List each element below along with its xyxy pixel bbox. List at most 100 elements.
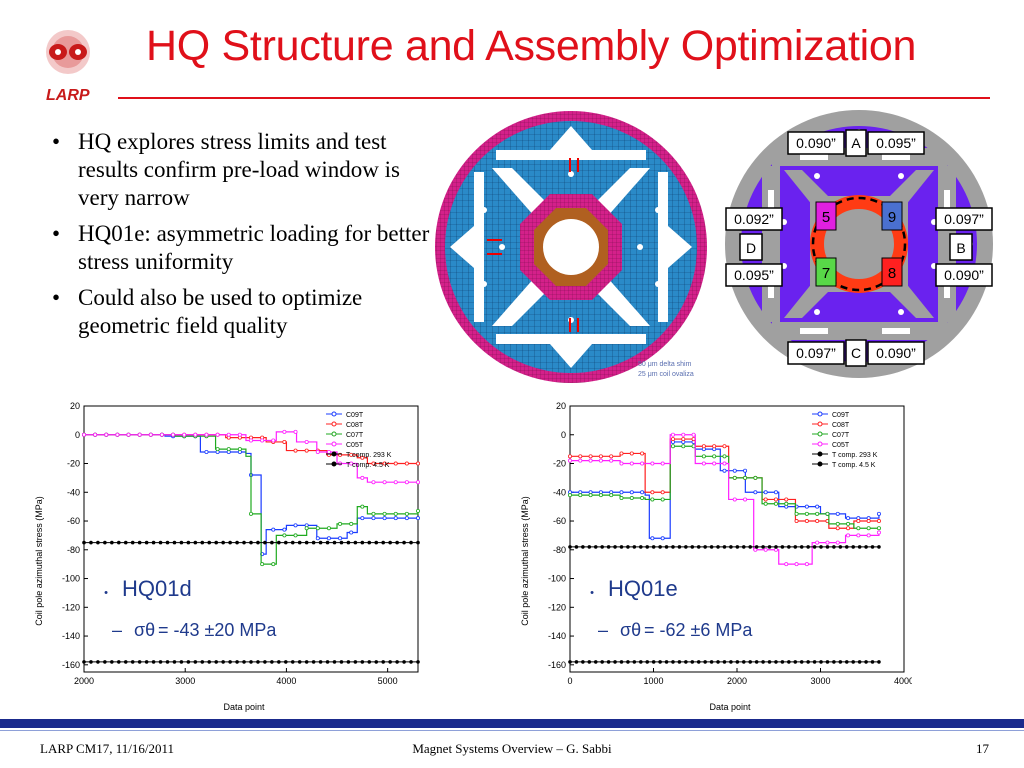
annotation-title: HQ01d xyxy=(122,576,192,601)
series-marker xyxy=(416,540,420,545)
legend-marker xyxy=(331,441,337,447)
series-marker xyxy=(690,545,695,549)
series-marker xyxy=(664,545,669,549)
series-marker xyxy=(578,454,583,459)
series-marker xyxy=(864,660,868,664)
series-marker xyxy=(271,438,276,443)
series-marker xyxy=(96,660,100,664)
series-marker xyxy=(193,432,198,437)
series-marker xyxy=(326,526,331,531)
series-marker xyxy=(89,660,93,664)
y-tick-label: 20 xyxy=(556,401,566,411)
series-marker xyxy=(402,540,406,545)
legend-marker xyxy=(331,421,337,427)
series-marker xyxy=(415,508,420,513)
series-marker xyxy=(741,545,746,549)
series-marker xyxy=(651,545,656,549)
coil-label: 9 xyxy=(888,209,896,226)
series-marker xyxy=(838,660,843,664)
series-marker xyxy=(326,450,331,455)
series-marker xyxy=(89,540,93,545)
series-marker xyxy=(381,540,386,545)
shim-value: 0.092” xyxy=(734,211,774,227)
series-marker xyxy=(404,480,409,485)
series-marker xyxy=(182,432,187,437)
x-tick-label: 4000 xyxy=(276,676,296,686)
series-marker xyxy=(172,540,177,545)
series-line-c07t xyxy=(570,445,879,529)
sigma-symbol: σθ xyxy=(620,620,641,640)
series-marker xyxy=(237,432,242,437)
series-marker xyxy=(716,660,720,664)
legend-label: C09T xyxy=(832,412,850,419)
legend-marker xyxy=(817,451,823,457)
series-marker xyxy=(767,545,772,549)
series-marker xyxy=(159,432,164,437)
series-marker xyxy=(870,660,875,664)
series-marker xyxy=(838,545,843,549)
series-marker xyxy=(825,545,830,549)
series-marker xyxy=(568,454,573,459)
series-marker xyxy=(640,496,645,501)
series-marker xyxy=(581,660,585,664)
series-marker xyxy=(876,530,881,535)
series-marker xyxy=(371,516,376,521)
series-marker xyxy=(382,461,387,466)
legend-label: C05T xyxy=(346,442,364,449)
series-marker xyxy=(123,660,128,664)
series-marker xyxy=(235,540,239,545)
coil-label: 7 xyxy=(822,265,830,282)
series-marker xyxy=(242,660,246,664)
series-marker xyxy=(270,660,274,664)
y-tick-label: -60 xyxy=(67,516,80,526)
series-marker xyxy=(735,660,740,664)
series-marker xyxy=(619,496,624,501)
series-marker xyxy=(207,660,212,664)
series-marker xyxy=(819,545,823,549)
series-marker xyxy=(110,540,114,545)
series-marker xyxy=(282,429,287,434)
series-marker xyxy=(701,444,706,449)
y-tick-label: -20 xyxy=(67,459,80,469)
series-marker xyxy=(123,540,128,545)
series-marker xyxy=(732,468,737,473)
series-marker xyxy=(277,540,281,545)
series-marker xyxy=(409,540,413,545)
series-marker xyxy=(587,545,592,549)
legend-label: C07T xyxy=(832,432,850,439)
page-number: 17 xyxy=(976,741,989,756)
legend-label: T comp. 4.5 K xyxy=(832,462,876,469)
series-marker xyxy=(701,461,706,466)
series-marker xyxy=(151,660,156,664)
shim-value: 0.090” xyxy=(876,345,916,361)
series-marker xyxy=(593,545,598,549)
series-marker xyxy=(660,461,665,466)
series-marker xyxy=(691,432,696,437)
series-marker xyxy=(171,432,176,437)
series-marker xyxy=(856,526,861,531)
series-marker xyxy=(360,516,365,521)
series-marker xyxy=(629,461,634,466)
series-marker xyxy=(283,660,288,664)
series-marker xyxy=(793,545,798,549)
series-marker xyxy=(116,540,121,545)
series-marker xyxy=(784,497,789,502)
series-marker xyxy=(846,533,851,538)
series-marker xyxy=(773,490,778,495)
series-marker xyxy=(761,660,765,664)
series-marker xyxy=(271,562,276,567)
series-marker xyxy=(735,545,740,549)
series-marker xyxy=(787,660,791,664)
series-marker xyxy=(650,461,655,466)
series-marker xyxy=(338,536,343,541)
larp-logo: LARP xyxy=(46,30,90,104)
series-marker xyxy=(235,660,239,664)
series-marker xyxy=(277,660,281,664)
series-marker xyxy=(658,660,662,664)
y-tick-label: -120 xyxy=(62,602,80,612)
slide-title: HQ Structure and Assembly Optimization xyxy=(146,22,917,70)
series-marker xyxy=(568,493,573,498)
series-marker xyxy=(82,540,86,545)
series-marker xyxy=(743,468,748,473)
series-marker xyxy=(282,533,287,538)
